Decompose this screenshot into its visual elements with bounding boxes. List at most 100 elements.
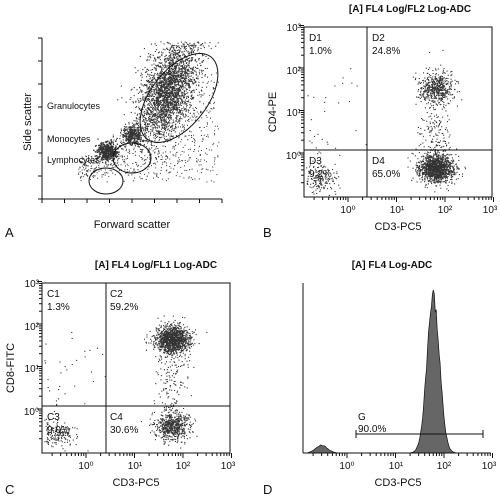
event-dot xyxy=(322,172,324,174)
event-dot xyxy=(443,72,445,74)
event-dot xyxy=(194,178,196,180)
event-dot xyxy=(163,116,165,118)
event-dot xyxy=(210,117,211,119)
event-dot xyxy=(148,108,150,110)
event-dot xyxy=(447,74,449,76)
event-dot xyxy=(126,126,128,128)
event-dot xyxy=(201,76,203,78)
event-dot xyxy=(157,82,159,84)
event-dot xyxy=(172,119,174,121)
event-dot xyxy=(142,120,144,122)
event-dot xyxy=(319,171,321,173)
event-dot xyxy=(182,110,184,112)
event-dot xyxy=(168,108,170,110)
event-dot xyxy=(150,125,152,127)
event-dot xyxy=(159,102,161,104)
event-dot xyxy=(135,123,137,125)
event-dot xyxy=(165,121,167,123)
event-dot xyxy=(205,152,207,154)
event-dot xyxy=(162,114,164,116)
event-dot xyxy=(182,73,184,75)
event-dot xyxy=(436,104,438,106)
event-dot xyxy=(136,162,138,164)
event-dot xyxy=(168,62,170,64)
event-dot xyxy=(124,169,126,171)
event-dot xyxy=(217,156,219,158)
event-dot xyxy=(422,95,424,97)
event-dot xyxy=(160,169,162,171)
event-dot xyxy=(164,108,166,110)
event-dot xyxy=(111,145,113,148)
event-dot xyxy=(103,142,105,144)
event-dot xyxy=(186,106,188,108)
event-dot xyxy=(120,141,122,143)
event-dot xyxy=(178,112,180,114)
event-dot xyxy=(441,92,443,94)
event-dot xyxy=(159,115,161,117)
event-dot xyxy=(94,145,97,147)
event-dot xyxy=(312,182,314,184)
event-dot xyxy=(187,82,189,84)
event-dot xyxy=(124,130,126,132)
event-dot xyxy=(154,140,156,142)
event-dot xyxy=(325,181,327,183)
event-dot xyxy=(111,147,113,149)
event-dot xyxy=(173,121,175,123)
event-dot xyxy=(139,144,141,146)
event-dot xyxy=(134,170,136,172)
event-dot xyxy=(165,140,167,142)
event-dot xyxy=(155,87,157,89)
event-dot xyxy=(197,48,199,50)
event-dot xyxy=(184,60,186,62)
event-dot xyxy=(178,76,180,78)
event-dot xyxy=(433,169,435,171)
event-dot xyxy=(104,147,107,149)
event-dot xyxy=(443,94,445,96)
event-dot xyxy=(191,71,193,73)
event-dot xyxy=(173,90,175,92)
event-dot xyxy=(170,71,172,73)
event-dot xyxy=(130,139,132,141)
event-dot xyxy=(105,153,107,155)
event-dot xyxy=(152,123,154,125)
event-dot xyxy=(182,53,184,55)
event-dot xyxy=(165,124,167,126)
event-dot xyxy=(440,81,442,83)
event-dot xyxy=(114,154,117,156)
event-dot xyxy=(144,67,146,69)
event-dot xyxy=(339,187,341,189)
event-dot xyxy=(432,81,434,83)
event-dot xyxy=(123,156,125,158)
event-dot xyxy=(332,179,334,181)
event-dot xyxy=(191,90,193,92)
event-dot xyxy=(109,143,111,145)
event-dot xyxy=(118,157,120,159)
event-dot xyxy=(176,99,178,101)
event-dot xyxy=(184,93,186,95)
event-dot xyxy=(151,95,153,97)
event-dot xyxy=(338,184,340,186)
event-dot xyxy=(317,171,319,173)
event-dot xyxy=(103,165,105,167)
event-dot xyxy=(446,77,448,79)
event-dot xyxy=(186,59,188,61)
event-dot xyxy=(189,42,191,44)
event-dot xyxy=(197,78,199,80)
event-dot xyxy=(175,120,177,122)
event-dot xyxy=(112,136,114,138)
event-dot xyxy=(216,145,218,147)
event-dot xyxy=(167,100,169,102)
event-dot xyxy=(450,81,452,83)
event-dot xyxy=(197,41,199,43)
event-dot xyxy=(177,71,179,73)
event-dot xyxy=(314,180,316,182)
event-dot xyxy=(163,102,165,104)
event-dot xyxy=(187,43,189,45)
event-dot xyxy=(80,176,82,178)
event-dot xyxy=(433,135,435,137)
event-dot xyxy=(163,83,165,85)
event-dot xyxy=(168,99,170,101)
event-dot xyxy=(429,107,431,109)
event-dot xyxy=(189,68,191,70)
event-dot xyxy=(174,97,176,99)
